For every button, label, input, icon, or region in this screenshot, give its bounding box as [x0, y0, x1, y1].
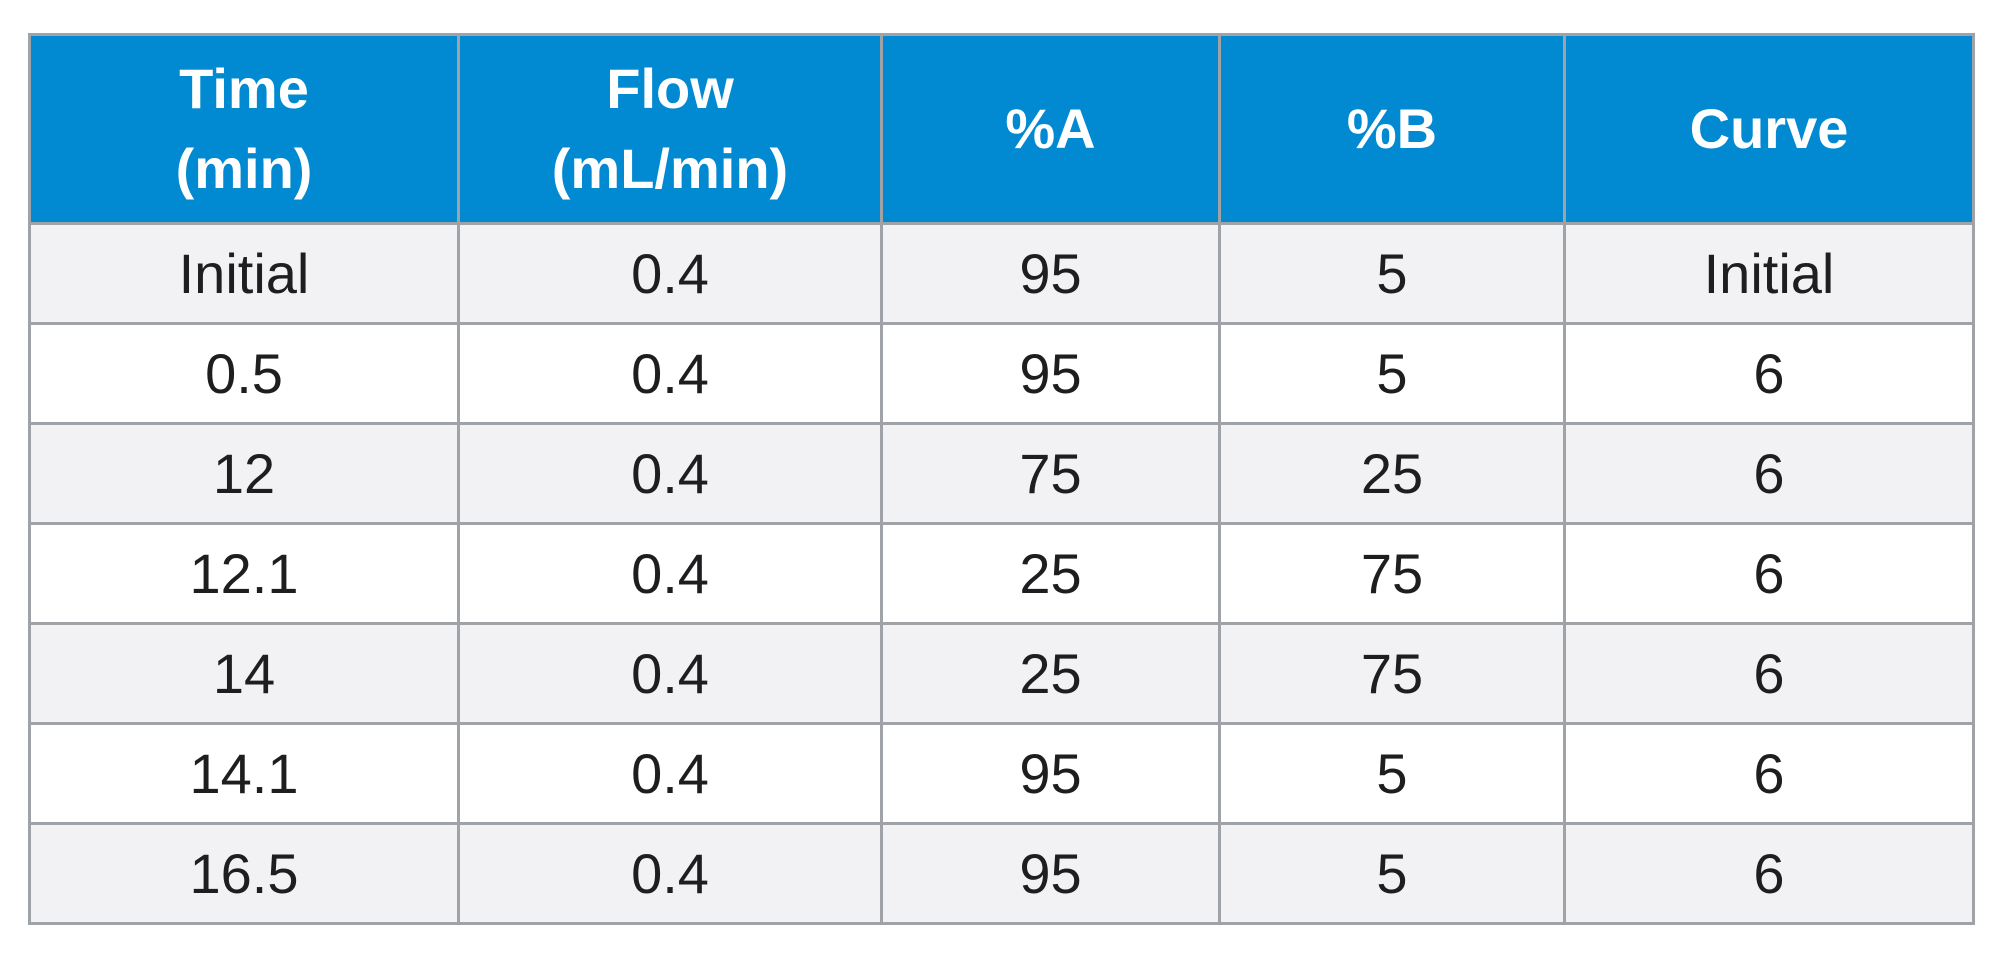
header-curve: Curve	[1563, 33, 1975, 225]
table-row: Initial 0.4 95 5 Initial	[28, 222, 1975, 325]
gradient-table-container: Time (min) Flow (mL/min) %A %B Curve	[28, 33, 1975, 925]
cell-percent-b: 5	[1218, 222, 1566, 325]
header-curve-label: Curve	[1689, 97, 1849, 160]
cell-flow: 0.4	[457, 622, 883, 725]
cell-percent-a: 25	[880, 622, 1221, 725]
table-row: 12 0.4 75 25 6	[28, 422, 1975, 525]
cell-flow: 0.4	[457, 822, 883, 925]
cell-curve: 6	[1563, 722, 1975, 825]
cell-curve: 6	[1563, 422, 1975, 525]
cell-flow: 0.4	[457, 422, 883, 525]
header-percent-b-label: %B	[1346, 97, 1438, 160]
header-flow-label: Flow	[606, 57, 734, 120]
cell-percent-a: 75	[880, 422, 1221, 525]
header-row: Time (min) Flow (mL/min) %A %B Curve	[28, 33, 1975, 225]
cell-curve: Initial	[1563, 222, 1975, 325]
cell-percent-b: 5	[1218, 822, 1566, 925]
cell-flow: 0.4	[457, 722, 883, 825]
cell-percent-b: 75	[1218, 522, 1566, 625]
cell-time: Initial	[28, 222, 460, 325]
cell-percent-b: 75	[1218, 622, 1566, 725]
cell-time: 14	[28, 622, 460, 725]
table-row: 12.1 0.4 25 75 6	[28, 522, 1975, 625]
cell-percent-b: 5	[1218, 722, 1566, 825]
table-row: 16.5 0.4 95 5 6	[28, 822, 1975, 925]
cell-curve: 6	[1563, 322, 1975, 425]
cell-percent-b: 5	[1218, 322, 1566, 425]
cell-percent-a: 95	[880, 722, 1221, 825]
header-percent-a-label: %A	[1005, 97, 1096, 160]
table-row: 14 0.4 25 75 6	[28, 622, 1975, 725]
cell-time: 14.1	[28, 722, 460, 825]
cell-curve: 6	[1563, 622, 1975, 725]
cell-time: 0.5	[28, 322, 460, 425]
cell-curve: 6	[1563, 822, 1975, 925]
header-time: Time (min)	[28, 33, 460, 225]
cell-time: 16.5	[28, 822, 460, 925]
header-time-label: Time	[179, 57, 309, 120]
cell-flow: 0.4	[457, 522, 883, 625]
gradient-table: Time (min) Flow (mL/min) %A %B Curve	[28, 33, 1975, 925]
cell-percent-a: 95	[880, 222, 1221, 325]
cell-curve: 6	[1563, 522, 1975, 625]
cell-percent-b: 25	[1218, 422, 1566, 525]
cell-flow: 0.4	[457, 322, 883, 425]
cell-percent-a: 95	[880, 822, 1221, 925]
cell-time: 12	[28, 422, 460, 525]
cell-time: 12.1	[28, 522, 460, 625]
header-percent-a: %A	[880, 33, 1221, 225]
header-flow-unit: (mL/min)	[551, 137, 789, 200]
cell-flow: 0.4	[457, 222, 883, 325]
table-row: 14.1 0.4 95 5 6	[28, 722, 1975, 825]
header-percent-b: %B	[1218, 33, 1566, 225]
cell-percent-a: 25	[880, 522, 1221, 625]
header-time-unit: (min)	[175, 137, 313, 200]
header-flow: Flow (mL/min)	[457, 33, 883, 225]
cell-percent-a: 95	[880, 322, 1221, 425]
table-row: 0.5 0.4 95 5 6	[28, 322, 1975, 425]
